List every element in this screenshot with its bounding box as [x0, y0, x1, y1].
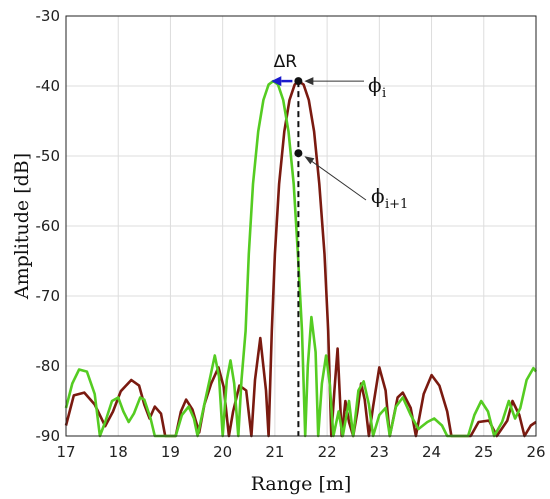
- x-tick-label: 25: [474, 443, 493, 461]
- x-tick-label: 20: [213, 443, 232, 461]
- phi-i1-label: ϕ: [371, 184, 385, 208]
- x-tick-label: 18: [109, 443, 128, 461]
- y-tick-label: -80: [36, 357, 61, 375]
- x-tick-label: 24: [422, 443, 441, 461]
- x-tick-label: 17: [56, 443, 75, 461]
- x-tick-label: 21: [265, 443, 284, 461]
- y-tick-label: -40: [36, 77, 61, 95]
- y-axis-label: Amplitude [dB]: [11, 153, 33, 300]
- y-tick-label: -50: [36, 147, 61, 165]
- y-tick-label: -30: [36, 7, 61, 25]
- y-tick-label: -70: [36, 287, 61, 305]
- phi-i1-marker: [294, 149, 302, 157]
- phi-i-label: ϕ: [368, 73, 382, 97]
- delta-r-label: ΔR: [274, 52, 298, 72]
- x-tick-label: 22: [318, 443, 337, 461]
- x-tick-label: 19: [161, 443, 180, 461]
- x-tick-label: 26: [526, 443, 545, 461]
- x-axis-label: Range [m]: [251, 473, 352, 495]
- phi-i-subscript: i: [382, 86, 386, 101]
- y-tick-label: -60: [36, 217, 61, 235]
- y-tick-label: -90: [36, 427, 61, 445]
- x-tick-label: 23: [370, 443, 389, 461]
- phi-i1-subscript: i+1: [385, 197, 408, 212]
- phi-i-marker: [294, 77, 302, 85]
